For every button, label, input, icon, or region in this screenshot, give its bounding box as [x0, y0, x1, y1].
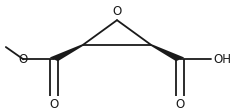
Polygon shape: [150, 44, 184, 61]
Text: OH: OH: [213, 53, 231, 66]
Text: O: O: [49, 98, 58, 111]
Text: O: O: [176, 98, 185, 111]
Text: O: O: [19, 53, 28, 66]
Polygon shape: [50, 44, 84, 61]
Text: O: O: [112, 5, 122, 18]
